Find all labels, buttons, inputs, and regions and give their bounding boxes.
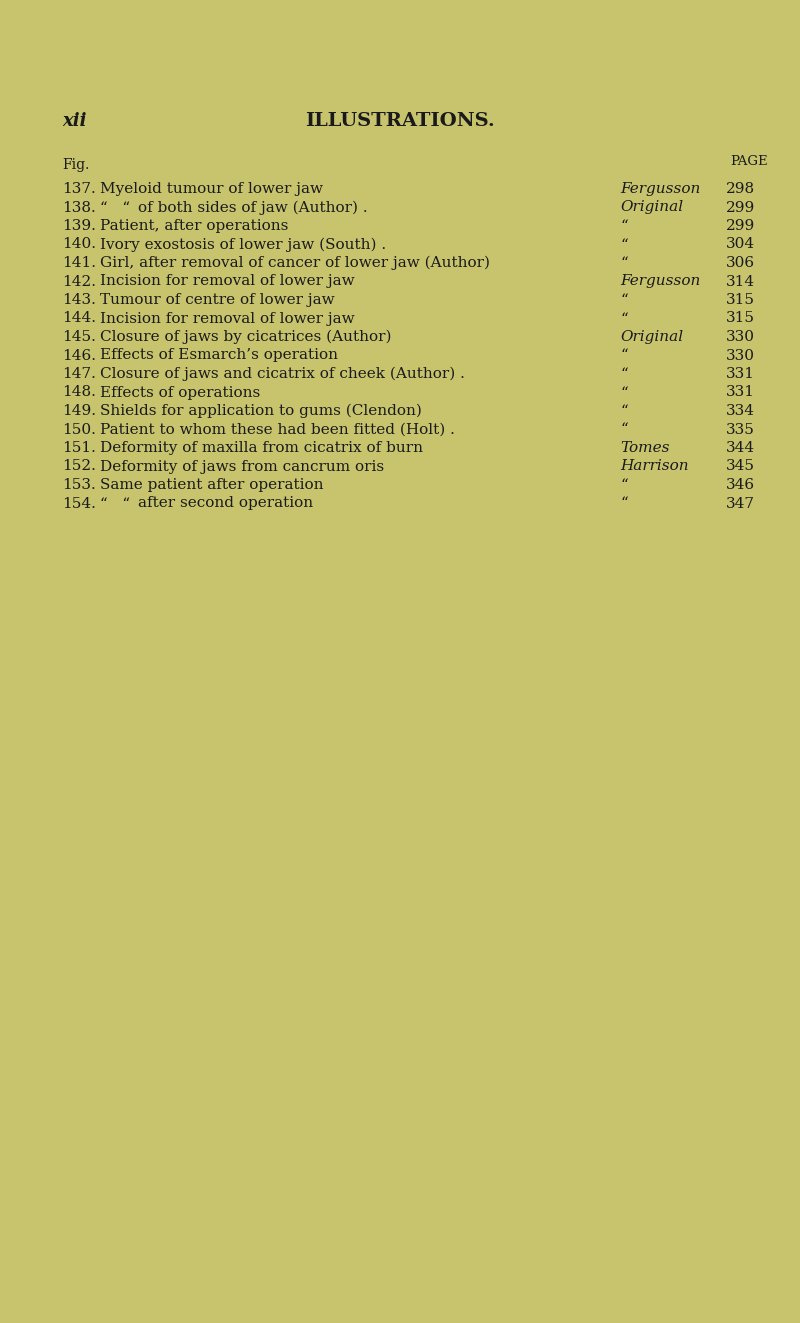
Text: 149.: 149. [62, 404, 96, 418]
Text: xii: xii [62, 112, 86, 130]
Text: 140.: 140. [62, 238, 96, 251]
Text: 344: 344 [726, 441, 755, 455]
Text: “: “ [620, 348, 628, 363]
Text: “   “: “ “ [100, 496, 130, 511]
Text: of both sides of jaw (Author) .: of both sides of jaw (Author) . [138, 201, 368, 214]
Text: 330: 330 [726, 329, 755, 344]
Text: 315: 315 [726, 292, 755, 307]
Text: 154.: 154. [62, 496, 96, 511]
Text: “: “ [620, 311, 628, 325]
Text: Ivory exostosis of lower jaw (South) .: Ivory exostosis of lower jaw (South) . [100, 238, 386, 251]
Text: Original: Original [620, 201, 683, 214]
Text: 304: 304 [726, 238, 755, 251]
Text: Deformity of jaws from cancrum oris: Deformity of jaws from cancrum oris [100, 459, 384, 474]
Text: 299: 299 [726, 220, 755, 233]
Text: 153.: 153. [62, 478, 96, 492]
Text: 143.: 143. [62, 292, 96, 307]
Text: “: “ [620, 404, 628, 418]
Text: “   “: “ “ [100, 201, 130, 214]
Text: 331: 331 [726, 385, 755, 400]
Text: 138.: 138. [62, 201, 96, 214]
Text: 299: 299 [726, 201, 755, 214]
Text: Tomes: Tomes [620, 441, 670, 455]
Text: Tumour of centre of lower jaw: Tumour of centre of lower jaw [100, 292, 334, 307]
Text: Effects of operations: Effects of operations [100, 385, 260, 400]
Text: 146.: 146. [62, 348, 96, 363]
Text: 345: 345 [726, 459, 755, 474]
Text: Myeloid tumour of lower jaw: Myeloid tumour of lower jaw [100, 183, 323, 196]
Text: 137.: 137. [62, 183, 96, 196]
Text: ILLUSTRATIONS.: ILLUSTRATIONS. [305, 112, 495, 130]
Text: Same patient after operation: Same patient after operation [100, 478, 323, 492]
Text: 151.: 151. [62, 441, 96, 455]
Text: 346: 346 [726, 478, 755, 492]
Text: 139.: 139. [62, 220, 96, 233]
Text: Incision for removal of lower jaw: Incision for removal of lower jaw [100, 274, 354, 288]
Text: Incision for removal of lower jaw: Incision for removal of lower jaw [100, 311, 354, 325]
Text: Girl, after removal of cancer of lower jaw (Author): Girl, after removal of cancer of lower j… [100, 255, 490, 270]
Text: Fergusson: Fergusson [620, 183, 700, 196]
Text: “: “ [620, 220, 628, 233]
Text: Shields for application to gums (Clendon): Shields for application to gums (Clendon… [100, 404, 422, 418]
Text: Patient to whom these had been fitted (Holt) .: Patient to whom these had been fitted (H… [100, 422, 455, 437]
Text: Original: Original [620, 329, 683, 344]
Text: Fig.: Fig. [62, 157, 90, 172]
Text: Harrison: Harrison [620, 459, 689, 474]
Text: 148.: 148. [62, 385, 96, 400]
Text: 147.: 147. [62, 366, 96, 381]
Text: 335: 335 [726, 422, 755, 437]
Text: 314: 314 [726, 274, 755, 288]
Text: “: “ [620, 385, 628, 400]
Text: 141.: 141. [62, 255, 96, 270]
Text: 150.: 150. [62, 422, 96, 437]
Text: Closure of jaws by cicatrices (Author): Closure of jaws by cicatrices (Author) [100, 329, 391, 344]
Text: 315: 315 [726, 311, 755, 325]
Text: Fergusson: Fergusson [620, 274, 700, 288]
Text: Effects of Esmarch’s operation: Effects of Esmarch’s operation [100, 348, 338, 363]
Text: after second operation: after second operation [138, 496, 313, 511]
Text: PAGE: PAGE [730, 155, 768, 168]
Text: 330: 330 [726, 348, 755, 363]
Text: 144.: 144. [62, 311, 96, 325]
Text: Closure of jaws and cicatrix of cheek (Author) .: Closure of jaws and cicatrix of cheek (A… [100, 366, 465, 381]
Text: 142.: 142. [62, 274, 96, 288]
Text: 347: 347 [726, 496, 755, 511]
Text: “: “ [620, 238, 628, 251]
Text: “: “ [620, 496, 628, 511]
Text: “: “ [620, 366, 628, 381]
Text: Deformity of maxilla from cicatrix of burn: Deformity of maxilla from cicatrix of bu… [100, 441, 423, 455]
Text: “: “ [620, 255, 628, 270]
Text: 152.: 152. [62, 459, 96, 474]
Text: 298: 298 [726, 183, 755, 196]
Text: 145.: 145. [62, 329, 96, 344]
Text: “: “ [620, 422, 628, 437]
Text: 331: 331 [726, 366, 755, 381]
Text: Patient, after operations: Patient, after operations [100, 220, 288, 233]
Text: “: “ [620, 292, 628, 307]
Text: “: “ [620, 478, 628, 492]
Text: 334: 334 [726, 404, 755, 418]
Text: 306: 306 [726, 255, 755, 270]
